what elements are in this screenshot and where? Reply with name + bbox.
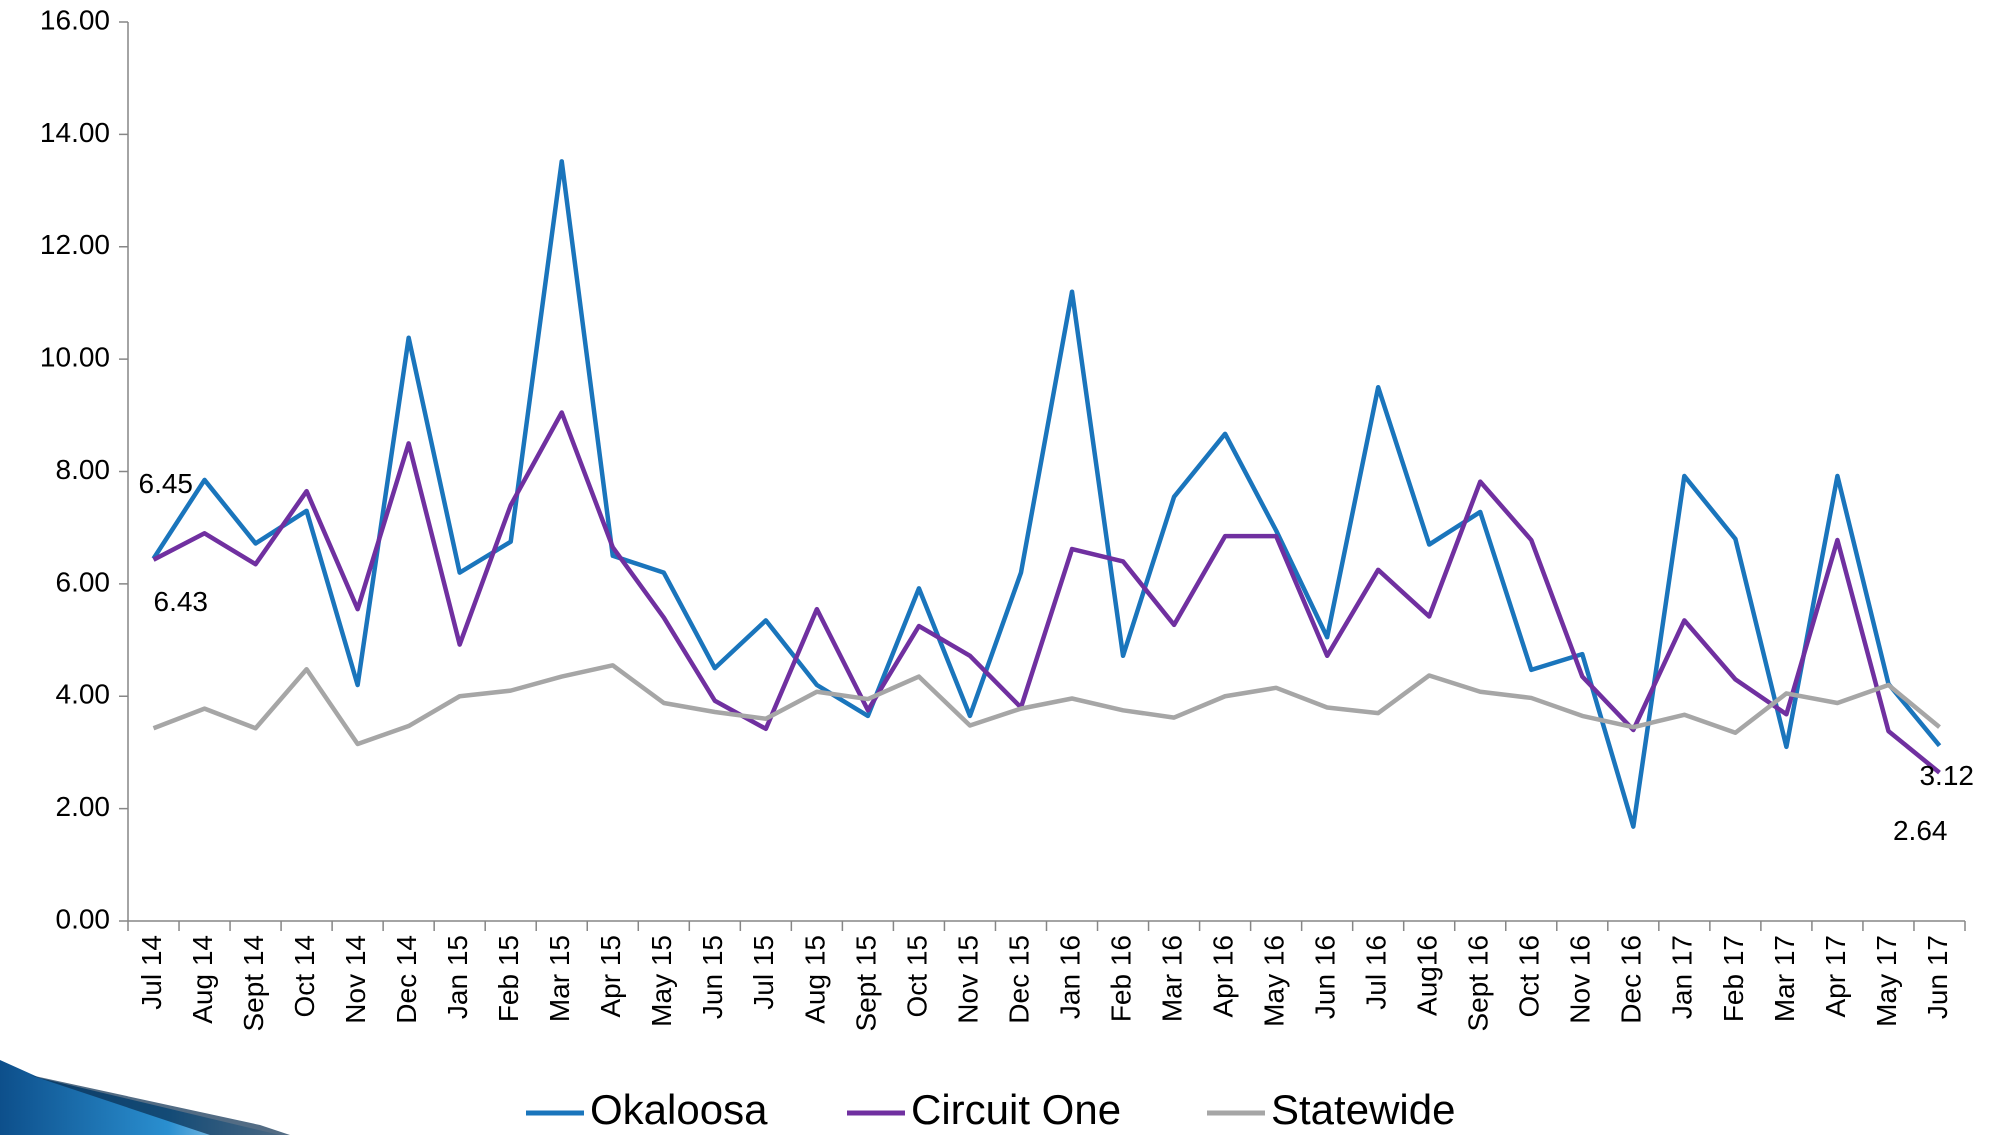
- x-tick-label: Jun 17: [1922, 935, 1953, 1019]
- series-line: [152, 663, 1941, 747]
- y-tick-label: 4.00: [56, 679, 111, 710]
- x-tick-label: Aug16: [1412, 935, 1443, 1016]
- x-tick-label: Jan 17: [1667, 935, 1698, 1019]
- x-tick-label: May 17: [1871, 935, 1902, 1027]
- x-tick-label: Oct 15: [901, 935, 932, 1017]
- y-tick-label: 16.00: [40, 4, 110, 35]
- series-line: [152, 410, 1941, 775]
- x-tick-label: Jan 16: [1054, 935, 1085, 1019]
- y-tick-label: 0.00: [56, 903, 111, 934]
- x-tick-label: Jan 15: [442, 935, 473, 1019]
- x-tick-label: Nov 16: [1565, 935, 1596, 1024]
- x-tick-label: May 15: [646, 935, 677, 1027]
- x-tick-label: Jul 14: [136, 935, 167, 1010]
- y-tick-label: 2.00: [56, 791, 111, 822]
- decoration: [0, 1060, 280, 1135]
- x-tick-label: May 16: [1259, 935, 1290, 1027]
- x-tick-label: Dec 15: [1003, 935, 1034, 1024]
- x-tick-label: Dec 14: [391, 935, 422, 1024]
- legend-label: Circuit One: [911, 1086, 1121, 1133]
- x-tick-label: Mar 17: [1769, 935, 1800, 1022]
- y-tick-label: 6.00: [56, 566, 111, 597]
- x-tick-label: Mar 15: [544, 935, 575, 1022]
- x-tick-label: Feb 15: [493, 935, 524, 1022]
- x-tick-label: Dec 16: [1616, 935, 1647, 1024]
- data-label: 2.64: [1893, 815, 1948, 846]
- x-tick-label: Apr 17: [1820, 935, 1851, 1018]
- data-label: 6.45: [139, 468, 194, 499]
- series-line: [151, 159, 1942, 829]
- y-tick-label: 12.00: [40, 229, 110, 260]
- x-tick-label: Nov 15: [952, 935, 983, 1024]
- y-tick-label: 8.00: [56, 454, 111, 485]
- x-tick-label: Sept 15: [850, 935, 881, 1032]
- x-tick-label: Jun 15: [697, 935, 728, 1019]
- x-tick-label: Sept 16: [1463, 935, 1494, 1032]
- x-tick-label: Feb 16: [1105, 935, 1136, 1022]
- x-tick-label: Aug 14: [187, 935, 218, 1024]
- data-label: 3.12: [1919, 760, 1974, 791]
- x-tick-label: Feb 17: [1718, 935, 1749, 1022]
- x-tick-label: Jul 16: [1361, 935, 1392, 1010]
- legend-label: Okaloosa: [590, 1086, 768, 1133]
- x-tick-label: Nov 14: [340, 935, 371, 1024]
- x-tick-label: Apr 16: [1207, 935, 1238, 1018]
- data-label: 6.43: [154, 586, 209, 617]
- x-tick-label: Oct 16: [1514, 935, 1545, 1017]
- x-tick-label: Jun 16: [1310, 935, 1341, 1019]
- x-tick-label: Jul 15: [748, 935, 779, 1010]
- y-tick-label: 14.00: [40, 117, 110, 148]
- legend-label: Statewide: [1271, 1086, 1455, 1133]
- x-tick-label: Mar 16: [1156, 935, 1187, 1022]
- y-tick-label: 10.00: [40, 342, 110, 373]
- x-tick-label: Aug 15: [799, 935, 830, 1024]
- x-tick-label: Sept 14: [238, 935, 269, 1032]
- decoration-shadow: [30, 1075, 290, 1135]
- x-tick-label: Apr 15: [595, 935, 626, 1018]
- x-tick-label: Oct 14: [289, 935, 320, 1017]
